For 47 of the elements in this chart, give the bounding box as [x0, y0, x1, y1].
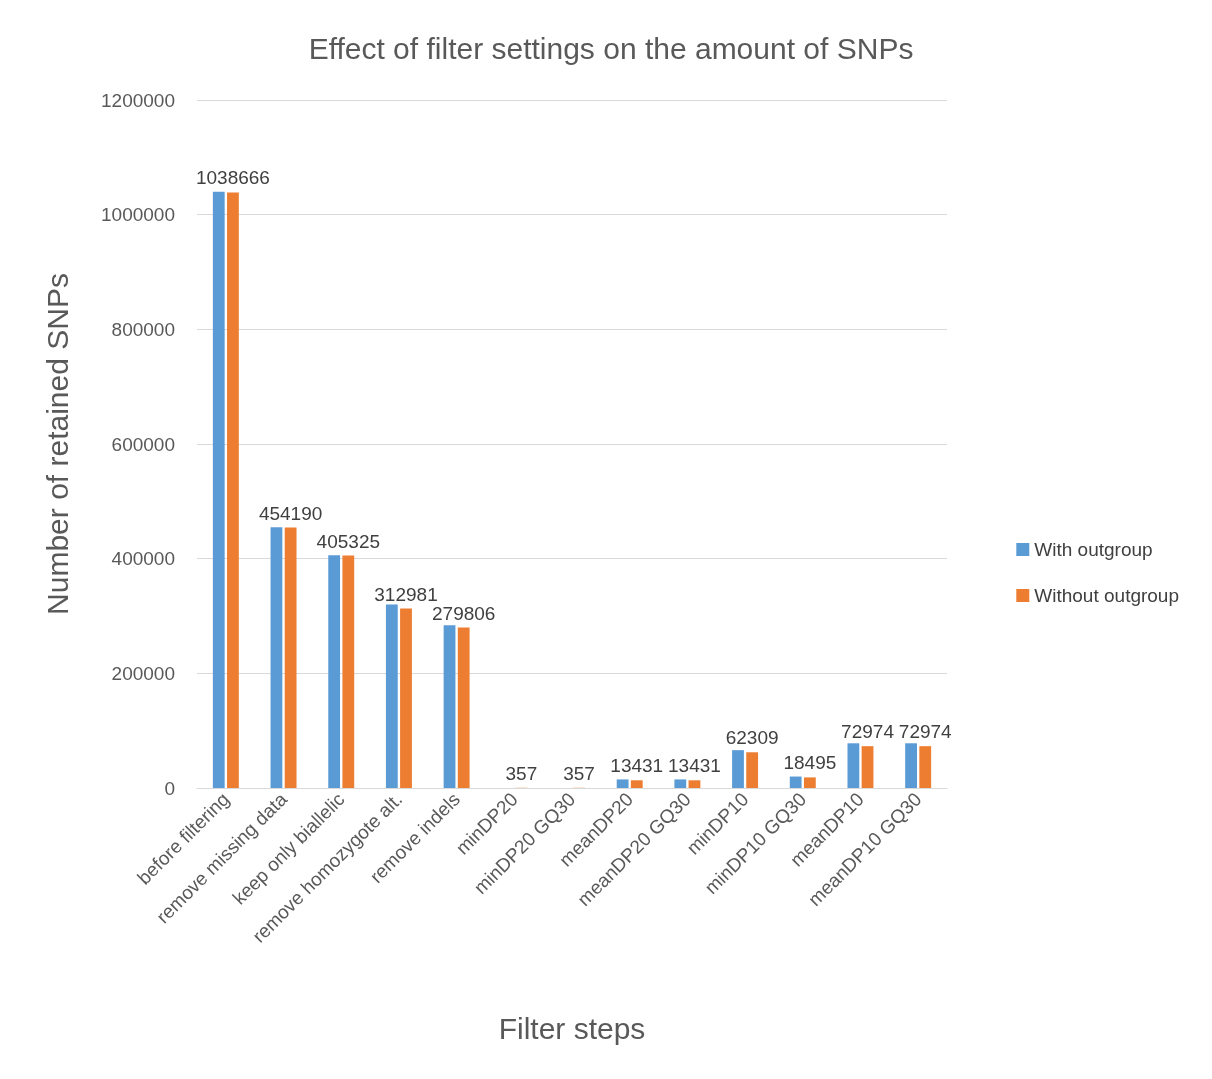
y-tick-label: 1200000	[101, 89, 175, 111]
data-label: 18495	[783, 752, 837, 774]
data-label: 312981	[374, 583, 438, 605]
bar	[861, 746, 874, 788]
x-axis-title: Filter steps	[498, 1011, 646, 1045]
legend-label: With outgroup	[1034, 539, 1153, 560]
y-tick-label: 0	[164, 777, 175, 799]
data-label: 13431	[668, 755, 721, 777]
y-tick-label: 800000	[111, 318, 175, 340]
y-tick-label: 200000	[111, 662, 175, 684]
bar	[746, 752, 759, 788]
bar	[674, 779, 687, 788]
bar	[443, 625, 456, 788]
data-label: 1038666	[195, 167, 270, 189]
bar	[227, 192, 239, 788]
data-label: 357	[505, 762, 538, 784]
bar	[400, 608, 412, 788]
data-label: 72974	[841, 721, 895, 743]
data-label: 62309	[725, 727, 779, 749]
data-label: 279806	[431, 602, 496, 624]
bar	[284, 527, 297, 788]
legend-label: Without outgroup	[1034, 585, 1179, 606]
bar	[803, 777, 816, 788]
bar	[789, 776, 802, 788]
bar	[616, 779, 629, 788]
bar	[688, 780, 701, 788]
y-tick-label: 400000	[111, 548, 175, 570]
data-label: 405325	[316, 530, 381, 552]
data-label: 72974	[898, 721, 953, 743]
bar	[270, 527, 283, 788]
bar	[328, 555, 341, 788]
bar	[385, 604, 398, 788]
bar	[630, 780, 643, 788]
bar	[919, 746, 932, 788]
y-tick-label: 1000000	[101, 204, 175, 226]
data-label: 357	[563, 762, 595, 784]
bar	[732, 750, 744, 788]
y-tick-label: 600000	[111, 433, 175, 455]
bar	[342, 555, 355, 788]
data-label: 13431	[610, 755, 664, 777]
data-label: 454190	[258, 502, 323, 524]
bar	[212, 191, 225, 788]
chart-title: Effect of filter settings on the amount of SNPs	[308, 31, 914, 65]
bar	[457, 627, 470, 788]
y-axis-title: Number of retained SNPs	[40, 273, 74, 615]
bar	[847, 743, 860, 788]
bar	[905, 743, 917, 788]
